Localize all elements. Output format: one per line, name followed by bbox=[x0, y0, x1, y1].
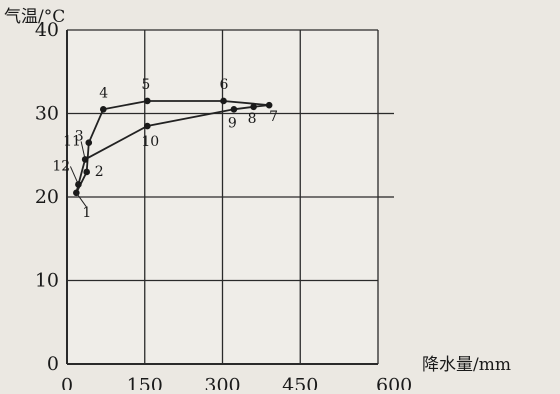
data-point-6 bbox=[220, 97, 227, 105]
y-tick-label: 0 bbox=[47, 353, 59, 375]
leader-line-12 bbox=[69, 166, 79, 185]
point-label-11: 11 bbox=[63, 133, 81, 149]
y-tick-label: 40 bbox=[35, 19, 59, 41]
data-point-5 bbox=[144, 97, 151, 105]
y-tick-label: 10 bbox=[35, 270, 59, 292]
point-label-5: 5 bbox=[141, 77, 150, 93]
grid bbox=[66, 29, 394, 365]
data-point-4 bbox=[99, 106, 107, 113]
point-label-12: 12 bbox=[52, 158, 70, 174]
data-point-7 bbox=[265, 101, 273, 109]
x-tick-label: 150 bbox=[127, 375, 163, 390]
point-label-2: 2 bbox=[95, 164, 104, 180]
point-label-4: 4 bbox=[99, 85, 108, 101]
y-tick-label: 30 bbox=[35, 103, 59, 125]
axes: 0 150 300 450 600 0 10 20 30 40 bbox=[35, 19, 412, 394]
point-label-6: 6 bbox=[220, 77, 229, 93]
point-label-1: 1 bbox=[82, 205, 91, 221]
data-point-10 bbox=[144, 122, 151, 130]
x-tick-label: 300 bbox=[204, 375, 240, 390]
data-point-9 bbox=[230, 106, 238, 113]
series-layer bbox=[73, 97, 273, 197]
y-tick-label: 20 bbox=[35, 186, 59, 208]
point-label-7: 7 bbox=[269, 109, 278, 125]
x-tick-label: 450 bbox=[282, 375, 318, 390]
point-label-8: 8 bbox=[248, 111, 257, 127]
leader-line-1 bbox=[75, 192, 87, 208]
data-point-8 bbox=[250, 103, 257, 111]
point-label-9: 9 bbox=[228, 115, 237, 131]
point-label-3: 3 bbox=[75, 129, 84, 145]
x-axis-title: 降水量/mm bbox=[422, 355, 511, 375]
data-point-3 bbox=[85, 139, 93, 147]
point-label-10: 10 bbox=[141, 134, 159, 150]
data-point-2 bbox=[83, 168, 90, 176]
leader-line-11 bbox=[80, 141, 86, 160]
y-axis-title: 气温/°C bbox=[4, 7, 65, 27]
x-tick-label: 0 bbox=[61, 375, 73, 390]
x-tick-label: 600 bbox=[376, 375, 412, 390]
